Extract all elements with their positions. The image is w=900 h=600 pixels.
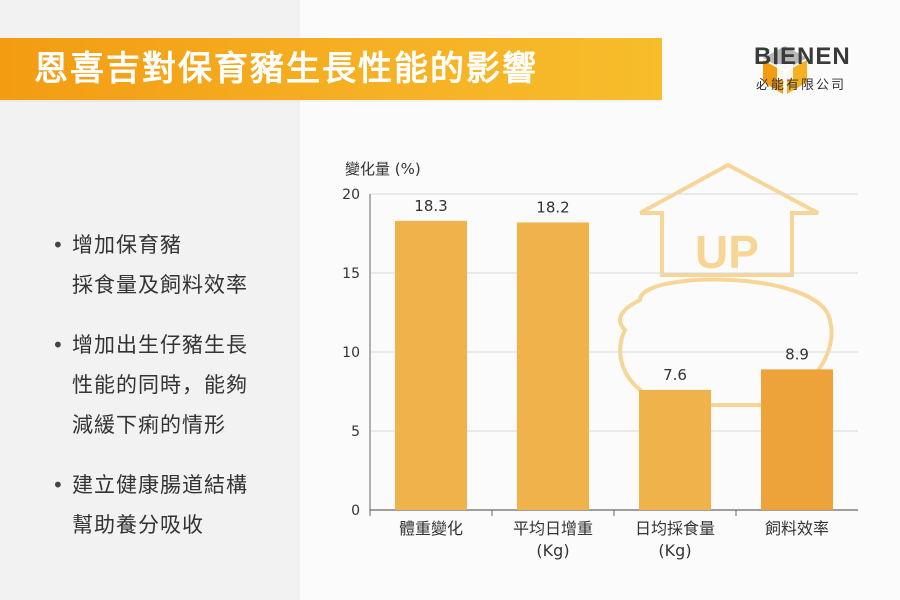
bullet-item: • 增加保育豬 採食量及飼料效率 [52, 225, 312, 305]
up-arrow-icon [639, 162, 819, 277]
bullet-dot-icon: • [52, 233, 64, 257]
bullet-dot-icon: • [52, 473, 64, 497]
bullet-dot-icon: • [52, 333, 64, 357]
bullet-list: • 增加保育豬 採食量及飼料效率 • 增加出生仔豬生長 性能的同時，能夠 減緩下… [52, 225, 312, 565]
bullet-text: 建立健康腸道結構 幫助養分吸收 [72, 473, 248, 537]
brand-name: BIENEN [754, 43, 851, 70]
y-tick-label: 15 [342, 266, 360, 282]
bar-value-label: 18.3 [414, 197, 447, 215]
x-category-label: 日均採食量(Kg) [635, 519, 715, 560]
up-decoration-text: UP [695, 226, 759, 278]
y-tick-label: 5 [351, 424, 360, 440]
bar [395, 220, 467, 511]
bullet-item: • 建立健康腸道結構 幫助養分吸收 [52, 465, 312, 545]
y-axis-label: 變化量 (%) [345, 160, 421, 178]
title-banner: 恩喜吉對保育豬生長性能的影響 [0, 38, 662, 100]
bar [517, 222, 589, 510]
cube-logo-icon [763, 46, 807, 94]
bar-value-label: 8.9 [785, 345, 809, 363]
y-tick-label: 0 [351, 503, 360, 519]
bar-value-label: 18.2 [536, 198, 569, 216]
x-category-label: 平均日增重(Kg) [513, 519, 593, 560]
bullet-text: 增加保育豬 採食量及飼料效率 [72, 233, 248, 297]
bullet-item: • 增加出生仔豬生長 性能的同時，能夠 減緩下痢的情形 [52, 325, 312, 445]
bar-value-label: 7.6 [663, 366, 687, 384]
bar [639, 389, 711, 510]
bar [761, 369, 833, 510]
brand-subtitle: 必能有限公司 [756, 78, 847, 93]
y-tick-label: 10 [342, 345, 360, 361]
x-category-label: 體重變化 [399, 519, 463, 538]
bullet-text: 增加出生仔豬生長 性能的同時，能夠 減緩下痢的情形 [72, 333, 248, 437]
y-tick-label: 20 [342, 187, 360, 203]
x-category-label: 飼料效率 [765, 519, 829, 538]
page-title: 恩喜吉對保育豬生長性能的影響 [34, 49, 538, 89]
